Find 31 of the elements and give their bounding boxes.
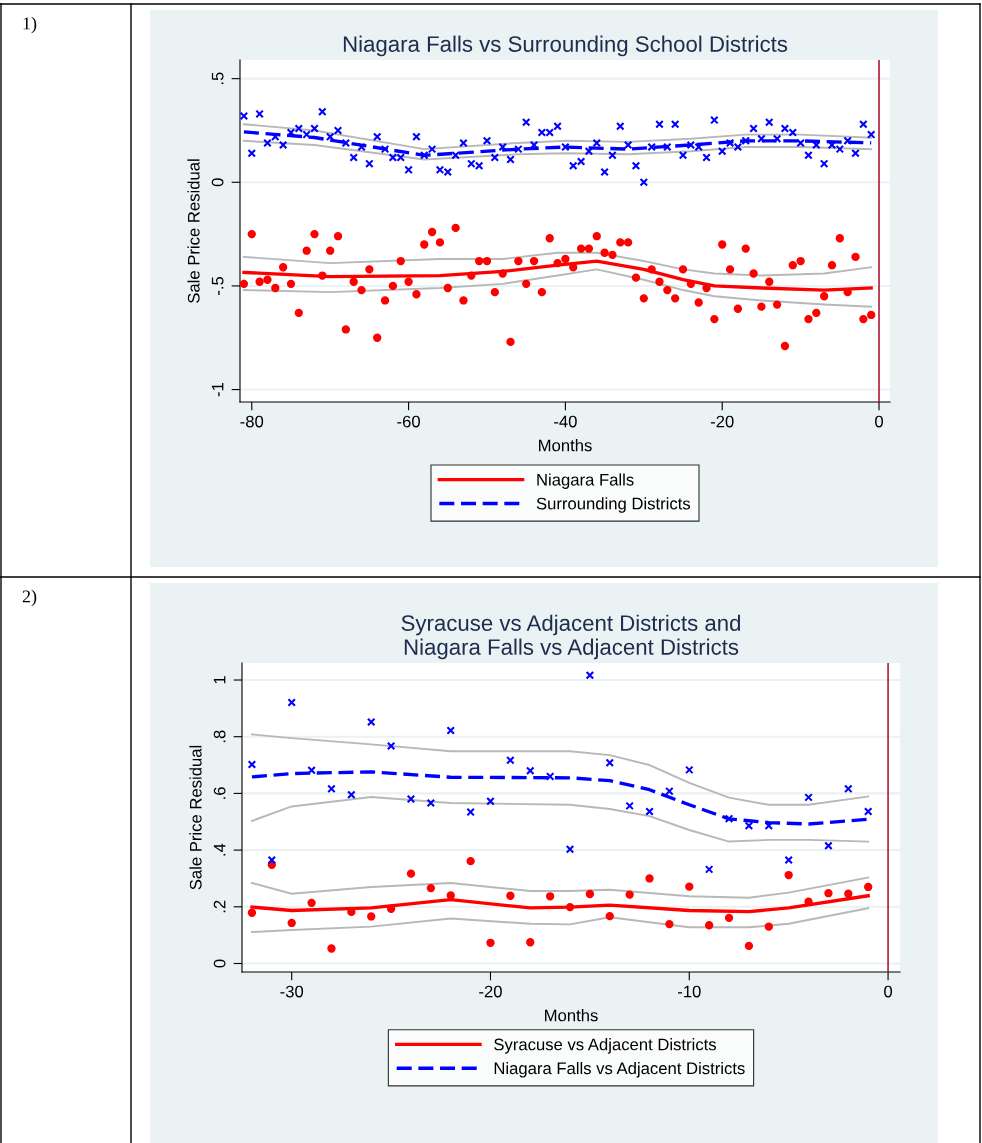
y-tick-label: 0 bbox=[211, 178, 224, 187]
text: 2) bbox=[22, 589, 37, 607]
x-tick-label: -20 bbox=[479, 985, 502, 998]
x-tick-label: -10 bbox=[677, 985, 701, 998]
legend-label: Surrounding Districts bbox=[536, 497, 691, 513]
x-tick-label: -40 bbox=[554, 415, 577, 428]
x-tick-label: 0 bbox=[884, 985, 893, 998]
y-tick-label: .6 bbox=[213, 787, 226, 799]
y-tick-label: -1 bbox=[211, 382, 224, 397]
legend-label: Niagara Falls bbox=[537, 473, 634, 489]
chart-title: Niagara Falls vs Surrounding School Districts bbox=[343, 35, 788, 57]
y-tick-label: .2 bbox=[213, 900, 226, 913]
legend-label: Niagara Falls vs Adjacent Districts bbox=[494, 1061, 745, 1078]
y-tick-label: -.5 bbox=[211, 276, 224, 295]
text: 1) bbox=[23, 16, 37, 34]
x-axis-title: Months bbox=[545, 1009, 598, 1022]
chart-title: Syracuse vs Adjacent Districts and Niagara Falls vs Adjacent Districts bbox=[401, 614, 741, 660]
legend-label: Syracuse vs Adjacent Districts bbox=[494, 1038, 716, 1054]
x-tick-label: -30 bbox=[280, 985, 304, 998]
y-tick-label: 1 bbox=[213, 676, 226, 684]
x-tick-label: -80 bbox=[240, 415, 264, 428]
y-tick-label: .5 bbox=[211, 72, 224, 85]
x-tick-label: -20 bbox=[710, 415, 734, 428]
y-tick-label: 0 bbox=[213, 959, 226, 968]
y-axis-title: Sale Price Residual bbox=[189, 745, 202, 890]
y-tick-label: .4 bbox=[213, 843, 226, 856]
y-tick-label: .8 bbox=[213, 730, 226, 743]
y-axis-title: Sale Price Residual bbox=[187, 159, 200, 303]
x-tick-label: 0 bbox=[875, 415, 884, 428]
x-axis-title: Months bbox=[539, 439, 592, 452]
x-tick-label: -60 bbox=[397, 415, 420, 428]
